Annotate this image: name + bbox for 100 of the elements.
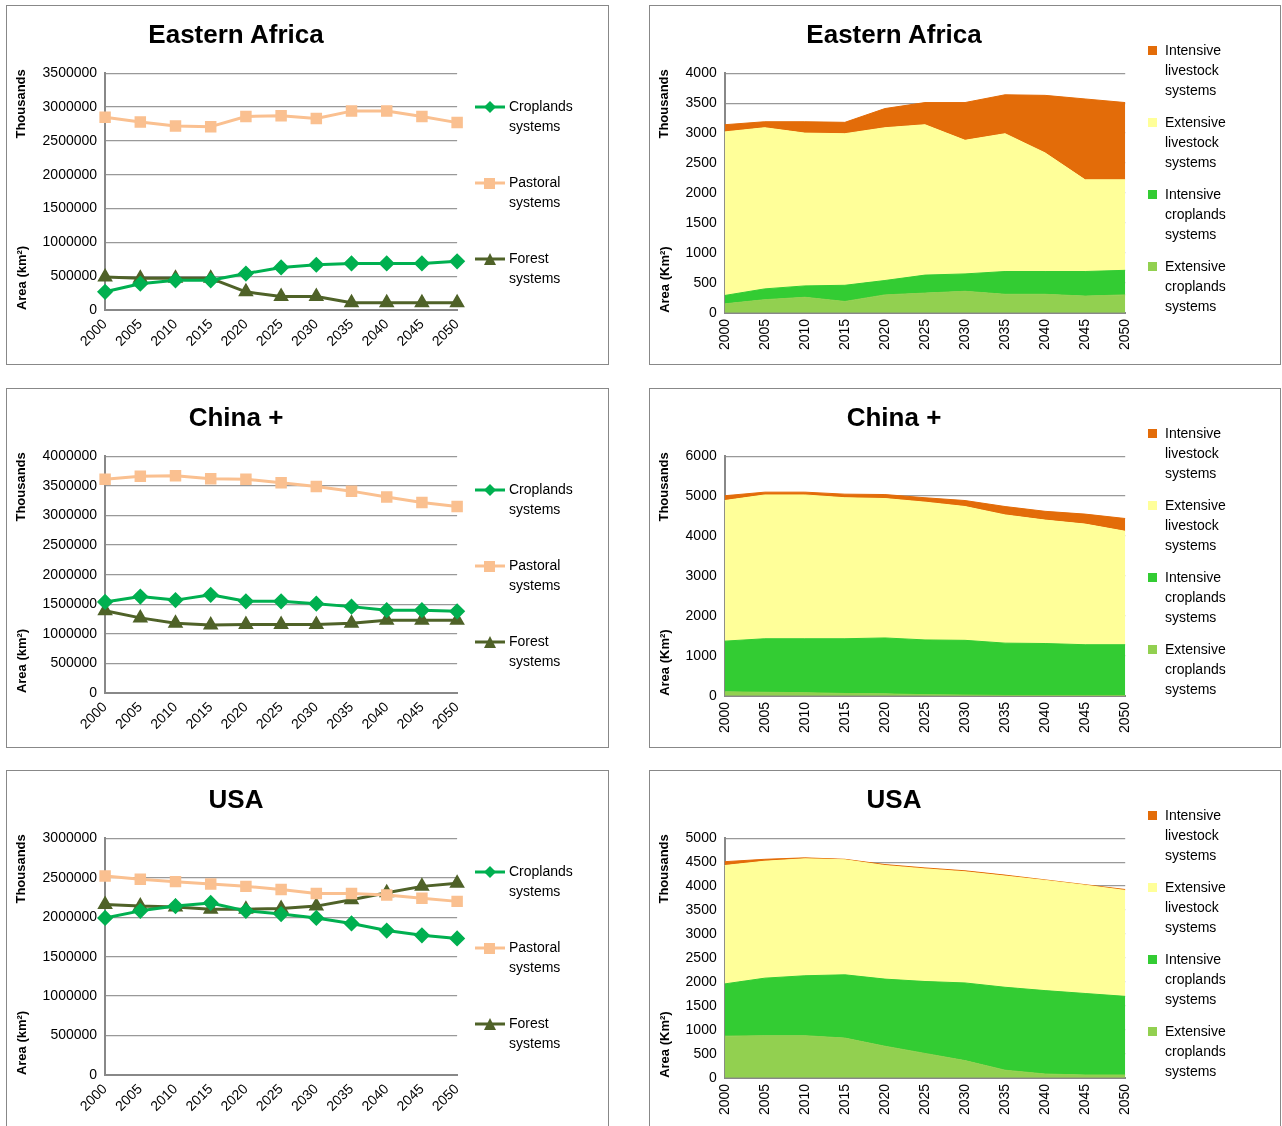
y-tick-label: 1000 — [685, 1020, 717, 1037]
y-tick-label: 1500000 — [42, 947, 98, 964]
y-tick-label: 2000000 — [42, 908, 98, 925]
y-tick-label: 4000000 — [42, 447, 98, 464]
legend-label: Forest systems — [509, 1014, 562, 1053]
x-tick-label: 2005 — [755, 318, 772, 351]
x-tick-label: 2030 — [955, 1083, 972, 1116]
y-axis-title: Area (km²) — [14, 628, 30, 694]
x-tick-label: 2050 — [1116, 1083, 1133, 1116]
y-tick-label: 0 — [708, 1068, 717, 1085]
y-tick-label: 4000 — [685, 64, 717, 81]
y-tick-label: 500000 — [50, 267, 98, 284]
legend-label: Pastoral systems — [509, 556, 562, 595]
y-tick-label: 2500 — [685, 948, 717, 965]
chart-title: Eastern Africa — [148, 18, 325, 49]
x-tick-label: 2045 — [1076, 701, 1093, 734]
x-tick-label: 2030 — [955, 701, 972, 734]
y-tick-label: 0 — [89, 1065, 98, 1082]
x-tick-label: 2005 — [755, 701, 772, 734]
chart-title: USA — [866, 783, 922, 814]
y-axis-title: Area (km²) — [14, 1010, 30, 1076]
y-tick-label: 2000 — [685, 972, 717, 989]
y-tick-label: 3500 — [685, 900, 717, 917]
y-axis-title: Area (km²) — [14, 245, 30, 311]
legend-label: Intensive croplands systems — [1165, 568, 1227, 627]
x-tick-label: 2045 — [1076, 1083, 1093, 1116]
y-tick-label: 500000 — [50, 654, 98, 671]
x-tick-label: 2030 — [955, 318, 972, 351]
y-tick-label: 5000 — [685, 487, 717, 503]
x-tick-label: 2015 — [835, 701, 852, 734]
y-tick-label: 500 — [693, 273, 717, 290]
y-tick-label: 2000000 — [42, 565, 98, 582]
y-tick-label: 1500000 — [42, 595, 98, 612]
legend-label: Croplands systems — [509, 97, 574, 136]
y-tick-label: 1000 — [685, 243, 717, 260]
x-tick-label: 2025 — [915, 318, 932, 351]
x-tick-label: 2035 — [995, 701, 1012, 734]
y-tick-label: 500 — [693, 1044, 717, 1061]
y-tick-label: 2000 — [685, 183, 717, 200]
text: Thousands — [12, 834, 28, 904]
y-axis-title: Area (Km²) — [657, 1011, 673, 1078]
x-tick-label: 2010 — [795, 1083, 812, 1116]
y-tick-label: 2500000 — [42, 535, 98, 552]
x-tick-label: 2020 — [875, 1083, 892, 1116]
y-tick-label: 3000 — [685, 123, 717, 140]
x-tick-label: 2015 — [835, 1083, 852, 1116]
y-tick-label: 3500000 — [42, 64, 98, 81]
text: Thousands — [655, 834, 671, 904]
y-tick-label: 2500 — [685, 153, 717, 170]
y-tick-label: 1500 — [685, 996, 717, 1013]
y-tick-label: 0 — [708, 686, 717, 703]
legend-label: Extensive croplands systems — [1165, 257, 1227, 316]
x-tick-label: 2025 — [915, 1083, 932, 1116]
x-tick-label: 2035 — [995, 1083, 1012, 1116]
y-tick-label: 1000000 — [42, 233, 98, 250]
y-tick-label: 0 — [89, 300, 98, 317]
y-axis-title: Area (Km²) — [657, 629, 673, 696]
legend-label: Intensive livestock systems — [1165, 806, 1223, 865]
y-tick-label: 3000000 — [42, 829, 98, 846]
x-tick-label: 2040 — [1035, 1083, 1052, 1116]
y-tick-label: 2500000 — [42, 868, 98, 885]
y-tick-label: 4000 — [685, 526, 717, 543]
x-tick-label: 2050 — [1116, 701, 1133, 734]
y-tick-label: 3000000 — [42, 506, 98, 523]
x-tick-label: 2015 — [835, 318, 852, 351]
x-tick-label: 2010 — [795, 701, 812, 734]
y-tick-label: 1500000 — [42, 199, 98, 216]
legend-label: Intensive croplands systems — [1165, 185, 1227, 244]
y-tick-label: 2000 — [685, 606, 717, 623]
x-tick-label: 2050 — [1116, 318, 1133, 351]
y-tick-label: 0 — [89, 683, 98, 700]
y-tick-label: 6000 — [685, 447, 717, 464]
legend-label: Intensive livestock systems — [1165, 424, 1223, 483]
y-tick-label: 1000 — [685, 646, 717, 663]
legend-label: Extensive livestock systems — [1165, 878, 1227, 937]
x-tick-label: 2020 — [875, 318, 892, 351]
chart-title: China + — [188, 401, 284, 432]
text: Thousands — [12, 69, 28, 139]
chart-title: USA — [208, 783, 264, 814]
x-tick-label: 2045 — [1076, 318, 1093, 351]
legend-label: Intensive livestock systems — [1165, 41, 1223, 100]
y-tick-label: 0 — [708, 303, 717, 320]
x-tick-label: 2020 — [875, 701, 892, 734]
x-tick-label: 2040 — [1035, 701, 1052, 734]
legend-label: Extensive croplands systems — [1165, 1022, 1227, 1081]
legend-label: Intensive croplands systems — [1165, 950, 1227, 1009]
x-tick-label: 2025 — [915, 701, 932, 734]
legend-label: Pastoral systems — [509, 173, 562, 212]
legend-label: Forest systems — [509, 632, 562, 671]
x-tick-label: 2035 — [995, 318, 1012, 351]
chart-title: China + — [846, 401, 942, 432]
chart-title: Eastern Africa — [806, 18, 983, 49]
x-tick-label: 2010 — [795, 318, 812, 351]
legend-label: Extensive livestock systems — [1165, 496, 1227, 555]
legend-label: Croplands systems — [509, 480, 574, 519]
y-tick-label: 3500 — [685, 94, 717, 111]
y-tick-label: 3500000 — [42, 476, 98, 493]
x-tick-label: 2040 — [1035, 318, 1052, 351]
y-tick-label: 1000000 — [42, 986, 98, 1003]
y-tick-label: 5000 — [685, 829, 717, 846]
